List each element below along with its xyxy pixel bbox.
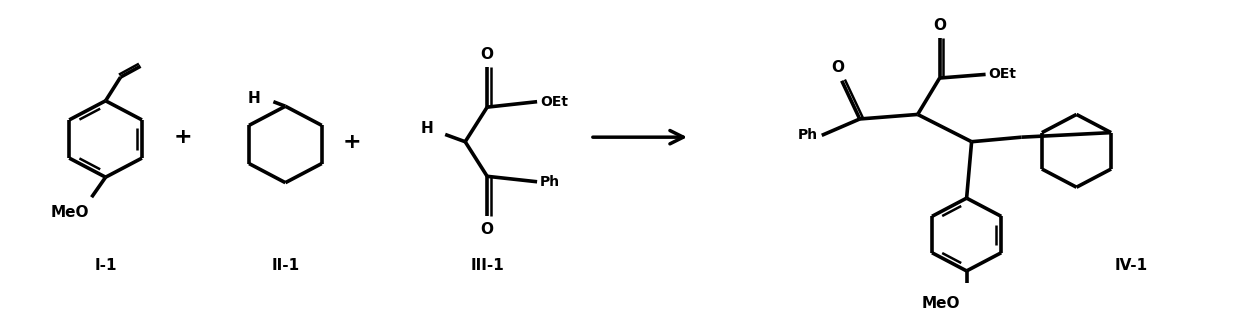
Text: II-1: II-1 (272, 258, 299, 273)
Text: H: H (248, 91, 260, 106)
Text: MeO: MeO (51, 205, 89, 219)
Text: MeO: MeO (923, 296, 961, 310)
Text: O: O (934, 18, 946, 33)
Text: I-1: I-1 (94, 258, 117, 273)
Text: IV-1: IV-1 (1115, 258, 1148, 273)
Text: O: O (481, 47, 494, 62)
Text: H: H (420, 122, 433, 136)
Text: OEt: OEt (541, 95, 568, 109)
Text: +: + (343, 132, 362, 152)
Text: OEt: OEt (988, 67, 1017, 82)
Text: Ph: Ph (797, 128, 817, 142)
Text: III-1: III-1 (470, 258, 503, 273)
Text: O: O (481, 222, 494, 237)
Text: +: + (174, 127, 192, 147)
Text: Ph: Ph (541, 175, 560, 189)
Text: O: O (831, 60, 844, 75)
